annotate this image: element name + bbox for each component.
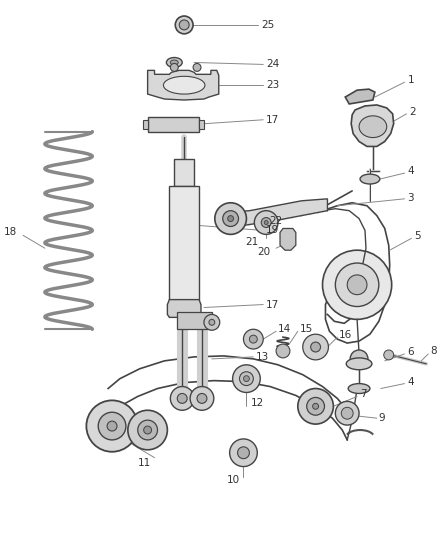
Text: 12: 12 [251,398,264,408]
Text: 3: 3 [407,193,414,203]
Circle shape [170,386,194,410]
Circle shape [350,350,368,368]
Circle shape [204,314,220,330]
Text: 22: 22 [269,215,283,225]
Text: 13: 13 [256,352,269,362]
Polygon shape [170,186,199,300]
Text: 20: 20 [257,247,270,257]
Circle shape [98,412,126,440]
Circle shape [311,342,321,352]
Circle shape [175,16,193,34]
Text: 17: 17 [266,300,279,310]
Polygon shape [143,120,148,128]
Text: 8: 8 [430,346,437,356]
Polygon shape [345,89,375,104]
Text: 24: 24 [266,60,279,69]
Text: 2: 2 [410,107,416,117]
Text: 16: 16 [339,330,353,340]
Circle shape [237,447,249,459]
Circle shape [307,398,325,415]
Polygon shape [224,199,328,229]
Circle shape [190,386,214,410]
Circle shape [264,221,268,224]
Circle shape [179,20,189,30]
Circle shape [240,372,253,385]
Circle shape [298,389,333,424]
Polygon shape [280,229,296,250]
Circle shape [170,63,178,71]
Circle shape [336,401,359,425]
Polygon shape [167,300,201,317]
Ellipse shape [170,60,178,65]
Text: 4: 4 [407,377,414,386]
Circle shape [209,319,215,325]
Text: 11: 11 [138,458,151,467]
Circle shape [276,344,290,358]
Text: 10: 10 [227,475,240,486]
Circle shape [230,439,257,466]
Text: 5: 5 [414,231,421,241]
Polygon shape [174,159,194,186]
Circle shape [244,376,249,382]
Text: 4: 4 [407,166,414,176]
Text: 1: 1 [407,75,414,85]
Polygon shape [148,70,219,100]
Circle shape [322,250,392,319]
Circle shape [228,216,233,222]
Text: 23: 23 [266,80,279,90]
Text: 17: 17 [266,115,279,125]
Polygon shape [351,105,394,147]
Circle shape [107,421,117,431]
Circle shape [313,403,318,409]
Circle shape [336,263,379,306]
Circle shape [244,329,263,349]
Circle shape [384,350,394,360]
Circle shape [177,393,187,403]
Text: 21: 21 [245,237,258,247]
Polygon shape [177,312,212,329]
Circle shape [303,334,328,360]
Ellipse shape [163,76,205,94]
Ellipse shape [166,58,182,67]
Text: 6: 6 [407,347,414,357]
Circle shape [254,211,278,235]
Circle shape [144,426,152,434]
Ellipse shape [346,358,372,370]
Circle shape [341,407,353,419]
Circle shape [193,63,201,71]
Text: 18: 18 [4,228,17,237]
Text: 15: 15 [300,324,313,334]
Polygon shape [199,120,204,128]
Polygon shape [148,117,199,132]
Circle shape [261,217,271,228]
Circle shape [347,275,367,295]
Ellipse shape [359,116,387,138]
Text: 25: 25 [261,20,275,30]
Text: 7: 7 [360,390,367,399]
Circle shape [128,410,167,450]
Circle shape [223,211,239,227]
Circle shape [233,365,260,392]
Circle shape [138,420,158,440]
Text: 14: 14 [278,324,291,334]
Circle shape [86,400,138,452]
Circle shape [215,203,247,235]
Ellipse shape [360,174,380,184]
Text: 9: 9 [379,413,385,423]
Ellipse shape [348,384,370,393]
Text: 19: 19 [266,225,279,236]
Circle shape [249,335,257,343]
Circle shape [197,393,207,403]
